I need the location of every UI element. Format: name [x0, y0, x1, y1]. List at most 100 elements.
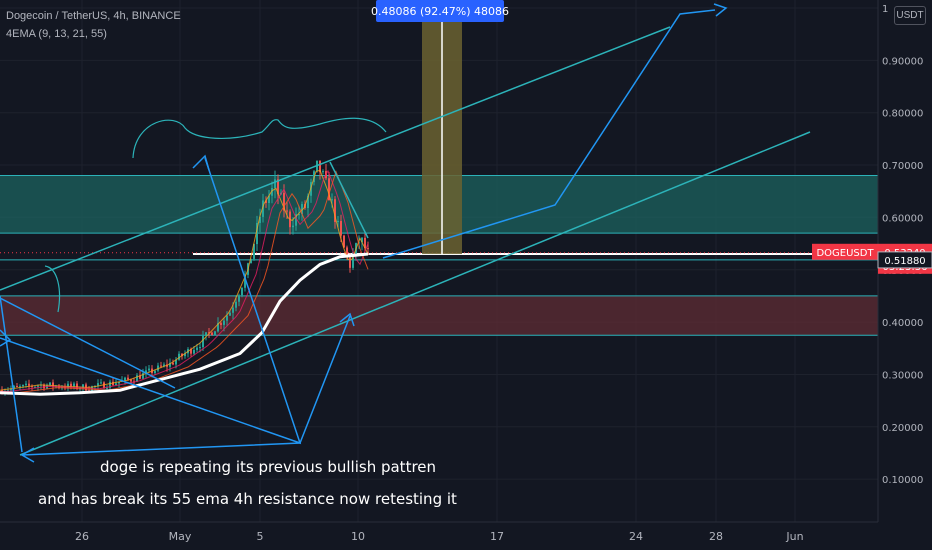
wedge-line[interactable] — [329, 161, 369, 239]
price-tick-label: 0.80000 — [882, 109, 923, 120]
candle-body — [199, 347, 201, 349]
candle-body — [232, 307, 234, 313]
brush-curve[interactable] — [44, 265, 61, 313]
price-tick-label: 0.60000 — [882, 213, 923, 224]
brush-curve[interactable] — [132, 117, 387, 159]
time-tick-label: 24 — [629, 530, 643, 543]
price-tick-label: 0.40000 — [882, 318, 923, 329]
candle-body — [82, 384, 84, 389]
candle-body — [238, 295, 240, 302]
candle-body — [139, 375, 141, 379]
candle-body — [196, 347, 198, 350]
candle-body — [115, 383, 117, 385]
ema-lines — [0, 169, 369, 396]
candle-body — [25, 383, 27, 385]
drawings[interactable] — [0, 3, 811, 463]
ema-13-line — [0, 169, 369, 392]
candle-body — [274, 179, 276, 189]
candle-body — [160, 365, 162, 367]
candle-body — [220, 323, 222, 325]
symbol-badge-text: DOGEUSDT — [816, 248, 874, 259]
ema-55-line — [0, 252, 369, 396]
annotation-line-1: doge is repeating its previous bullish p… — [100, 458, 436, 476]
candle-body — [52, 382, 54, 387]
candle-body — [265, 200, 267, 204]
candle-body — [97, 383, 99, 386]
candle-body — [127, 377, 129, 380]
candle-body — [322, 171, 324, 173]
ema-21-line — [0, 170, 369, 394]
candle-body — [106, 387, 108, 389]
red-zone — [0, 295, 878, 336]
candle-body — [328, 178, 330, 201]
candle-body — [229, 312, 231, 316]
candle-body — [205, 332, 207, 336]
candle-body — [331, 199, 333, 201]
candle-body — [172, 362, 174, 365]
candle-body — [16, 386, 18, 388]
arrowhead-icon — [20, 447, 35, 463]
candle-body — [361, 237, 363, 243]
candle-body — [226, 315, 228, 321]
arrowhead-icon — [713, 3, 728, 17]
pattern-path-2[interactable] — [0, 295, 23, 453]
measure-label: 0.48086 (92.47%) 48086 — [371, 5, 509, 18]
candle-body — [73, 383, 75, 387]
time-tick-label: 5 — [257, 530, 264, 543]
candle-body — [253, 244, 255, 259]
candle-body — [235, 301, 237, 308]
candle-body — [250, 258, 252, 264]
candle-body — [145, 370, 147, 374]
chart-title: Dogecoin / TetherUS, 4h, BINANCE — [6, 10, 181, 22]
price-tick-label: 0.10000 — [882, 475, 923, 486]
time-tick-label: May — [169, 530, 192, 543]
candle-body — [202, 335, 204, 348]
price-tick-label: 1 — [882, 4, 888, 15]
currency-label[interactable]: USDT — [894, 6, 926, 25]
time-tick-label: 10 — [351, 530, 365, 543]
candle-body — [367, 248, 369, 250]
candle-body — [346, 247, 348, 256]
candle-body — [337, 220, 339, 222]
projection-path[interactable] — [382, 9, 716, 259]
candle-body — [34, 386, 36, 388]
candle-body — [364, 237, 366, 249]
pattern-path-4[interactable] — [21, 315, 351, 456]
time-axis[interactable]: 26 May 5 10 17 24 28 Jun — [0, 521, 878, 543]
candle-body — [259, 216, 261, 223]
candle-body — [118, 381, 120, 384]
channel-upper-line[interactable] — [0, 26, 671, 291]
price-tick-label: 0.70000 — [882, 161, 923, 172]
candle-body — [163, 364, 165, 367]
candle-body — [184, 353, 186, 357]
candle-body — [193, 349, 195, 354]
measure-tool[interactable]: 0.48086 (92.47%) 48086 — [371, 0, 509, 255]
channel-lower-line[interactable] — [19, 131, 811, 456]
candle-body — [256, 222, 258, 245]
time-tick-label: 17 — [490, 530, 504, 543]
candle-body — [241, 287, 243, 296]
candle-body — [148, 368, 150, 371]
candle-body — [319, 160, 321, 173]
candle-body — [124, 377, 126, 381]
indicator-legend[interactable]: 4EMA (9, 13, 21, 55) — [6, 28, 107, 40]
measure-label-bg — [376, 0, 504, 22]
candle-body — [28, 383, 30, 386]
candle-body — [214, 331, 216, 336]
price-tick-label: 0.20000 — [882, 423, 923, 434]
candle-body — [19, 386, 21, 388]
level-badge-value: 0.51880 — [884, 256, 925, 267]
time-tick-label: 28 — [709, 530, 723, 543]
candle-body — [217, 323, 219, 332]
candle-body — [334, 199, 336, 222]
pattern-path-3[interactable] — [0, 297, 176, 389]
candle-body — [208, 332, 210, 334]
candle-body — [277, 179, 279, 195]
arrowhead-icon — [0, 329, 12, 347]
candle-body — [298, 214, 300, 216]
candle-body — [283, 192, 285, 211]
candle-body — [37, 385, 39, 387]
